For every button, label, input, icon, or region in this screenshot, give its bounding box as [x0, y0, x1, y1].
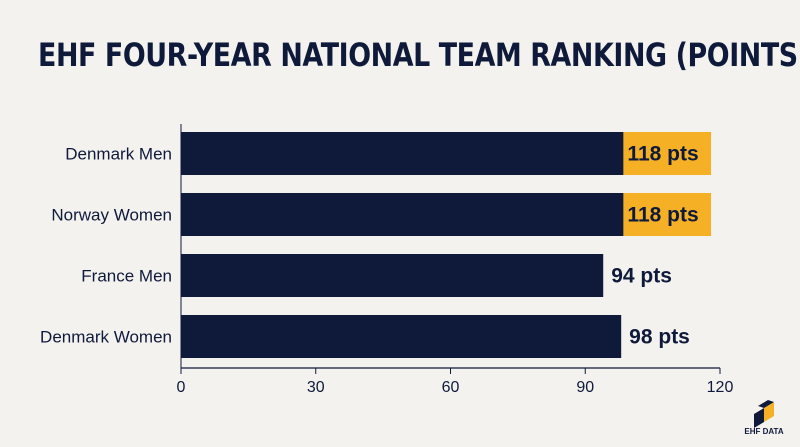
x-tick-label: 120	[707, 379, 734, 396]
logo-mark-dark	[754, 408, 764, 428]
bar	[181, 315, 622, 358]
bar-highlight	[623, 132, 712, 175]
logo-text: EHF DATA	[744, 427, 783, 436]
category-label: Denmark Women	[40, 328, 172, 347]
bar-highlight	[623, 193, 712, 236]
data-label: 94 pts	[611, 265, 672, 288]
category-label: Norway Women	[51, 206, 172, 225]
chart-title: EHF FOUR-YEAR NATIONAL TEAM RANKING (POI…	[38, 36, 800, 74]
x-tick-label: 90	[576, 379, 594, 396]
bar	[181, 254, 604, 297]
logo-mark-top	[758, 400, 774, 408]
x-tick-label: 30	[307, 379, 325, 396]
bar	[181, 193, 624, 236]
x-tick-label: 0	[177, 379, 186, 396]
category-label: France Men	[81, 267, 172, 286]
data-label: 98 pts	[629, 326, 690, 349]
x-tick-label: 60	[442, 379, 460, 396]
logo-mark-gold	[764, 402, 774, 422]
bar	[181, 132, 624, 175]
category-label: Denmark Men	[65, 145, 172, 164]
ehf-data-logo: EHF DATA	[744, 400, 784, 436]
data-label: 118 pts	[627, 204, 698, 227]
data-label: 118 pts	[627, 143, 698, 166]
